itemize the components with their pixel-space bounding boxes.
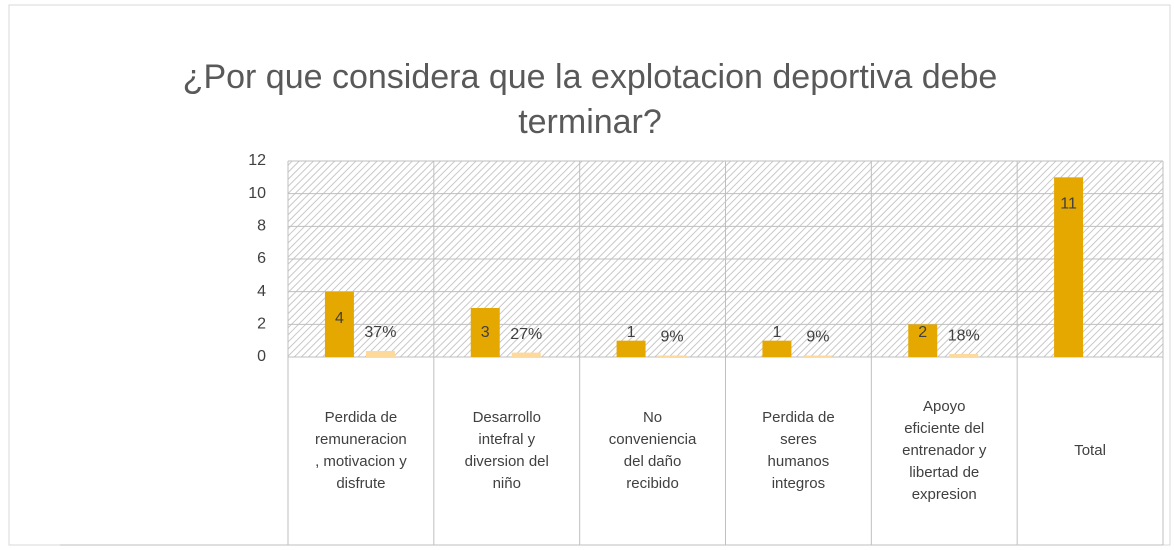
data-label: 18%: [948, 327, 980, 344]
bar: [1054, 177, 1084, 357]
title-box: ¿Por que considera que la explotacion de…: [182, 58, 998, 141]
bar: [657, 355, 687, 357]
x-tick-box: Total: [1074, 442, 1106, 459]
x-tick-label: Desarrollo intefral y diversion del niño: [464, 409, 549, 492]
bar: [803, 355, 833, 357]
y-tick-label: 10: [248, 185, 266, 202]
y-tick-label: 6: [257, 250, 266, 267]
x-tick-label: No conveniencia del daño recibido: [608, 409, 697, 492]
y-tick-label: 8: [257, 218, 266, 235]
data-label: 1: [627, 324, 636, 341]
data-label: 3: [481, 324, 490, 341]
bar: [324, 291, 354, 357]
data-label: 9%: [806, 329, 829, 346]
bar: [949, 354, 979, 357]
bar: [365, 350, 395, 357]
bar: [511, 352, 541, 357]
bar: [908, 324, 938, 357]
x-tick-label: Perdida de remuneracion, motivacion y di…: [315, 409, 407, 492]
bar: [470, 308, 500, 357]
chart-title: ¿Por que considera que la explotacion de…: [182, 58, 998, 141]
bar: [616, 340, 646, 357]
y-tick-label: 12: [248, 152, 266, 169]
bar: [762, 340, 792, 357]
data-label: 1: [772, 324, 781, 341]
x-tick-label: Perdida de seres humanos integros: [762, 409, 835, 492]
data-label: 37%: [364, 324, 396, 341]
data-label: 11: [1060, 196, 1077, 213]
x-tick-label: Total: [1074, 442, 1106, 459]
x-tick-box: Perdida de seres humanos integros: [762, 409, 835, 492]
x-tick-box: Perdida de remuneracion, motivacion y di…: [315, 409, 407, 492]
data-label: 9%: [661, 329, 684, 346]
y-tick-label: 2: [257, 316, 266, 333]
data-label: 27%: [510, 326, 542, 343]
y-tick-label: 4: [257, 283, 266, 300]
y-tick-label: 0: [257, 348, 266, 365]
data-label: 4: [335, 310, 344, 327]
x-tick-box: Apoyo eficiente del entrenador y liberta…: [902, 398, 987, 503]
x-tick-label: Apoyo eficiente del entrenador y liberta…: [902, 398, 987, 503]
x-tick-box: No conveniencia del daño recibido: [608, 409, 697, 492]
x-tick-box: Desarrollo intefral y diversion del niño: [464, 409, 549, 492]
data-label: 2: [918, 324, 927, 341]
